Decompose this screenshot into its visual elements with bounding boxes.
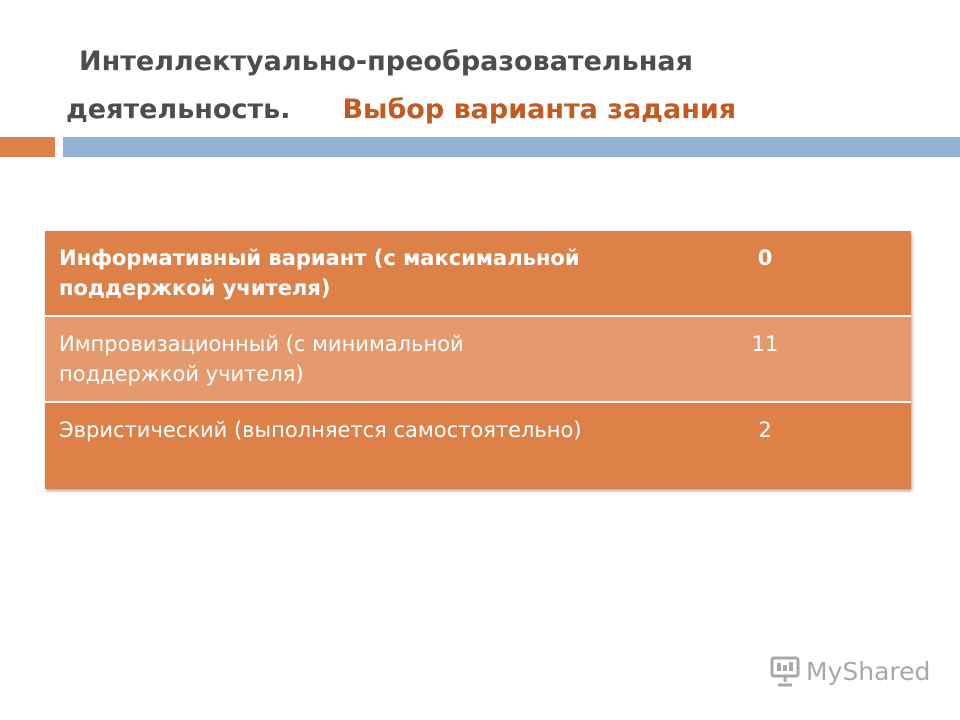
table-row: Информативный вариант (с максимальной по… bbox=[45, 231, 911, 317]
table-row: Эвристический (выполняется самостоятельн… bbox=[45, 403, 911, 489]
table-cell-label: Эвристический (выполняется самостоятельн… bbox=[59, 418, 582, 442]
table-cell-value: 11 bbox=[751, 332, 779, 356]
presentation-board-icon bbox=[770, 655, 800, 687]
table-cell-label: Импровизационный (с минимальной поддержк… bbox=[59, 332, 464, 386]
table-cell-label: Информативный вариант (с максимальной по… bbox=[59, 246, 580, 300]
slide-title: Интеллектуально-преобразовательная деяте… bbox=[0, 38, 960, 134]
table-cell-value: 0 bbox=[757, 246, 773, 270]
slide-title-line2-text: деятельность. bbox=[66, 94, 291, 125]
slide-title-accent: Выбор варианта задания bbox=[342, 94, 737, 125]
slide-title-line1: Интеллектуально-преобразовательная bbox=[79, 46, 693, 77]
title-underline-blue bbox=[63, 137, 960, 157]
table-row: Импровизационный (с минимальной поддержк… bbox=[45, 317, 911, 403]
variants-table: Информативный вариант (с максимальной по… bbox=[45, 231, 911, 489]
watermark-text: MyShared bbox=[806, 656, 931, 686]
watermark: MyShared bbox=[770, 655, 930, 687]
table-cell-value: 2 bbox=[758, 418, 772, 442]
slide-title-line2: деятельность. Выбор варианта задания bbox=[0, 86, 960, 134]
title-underline-orange bbox=[0, 137, 55, 157]
